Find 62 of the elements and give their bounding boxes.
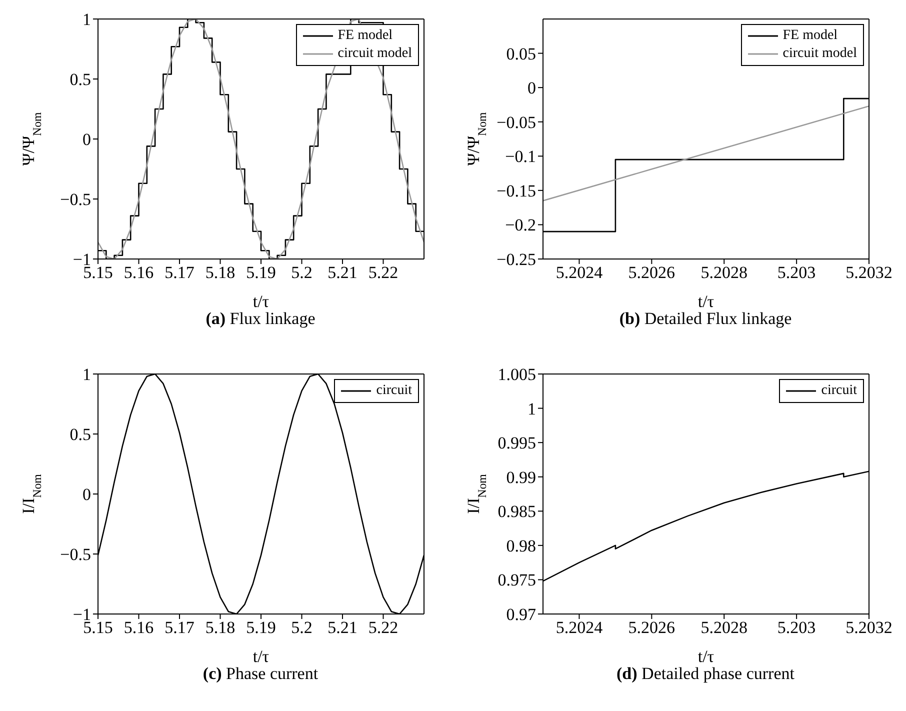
x-tick-label: 5.18	[205, 263, 236, 282]
x-tick-label: 5.17	[164, 263, 195, 282]
x-tick-label: 5.22	[368, 263, 398, 282]
x-tick-label: 5.203	[777, 618, 816, 638]
x-tick-label: 5.17	[164, 618, 195, 638]
x-tick-label: 5.203	[777, 263, 816, 282]
x-tick-label: 5.21	[328, 263, 358, 282]
legend-label: circuit	[821, 382, 857, 400]
y-tick-label: −0.1	[505, 147, 536, 166]
y-tick-label: −0.5	[60, 545, 91, 564]
x-tick-label: 5.2032	[846, 263, 892, 282]
y-tick-label: −0.15	[496, 181, 536, 200]
text: (c) Phase current	[202, 664, 320, 684]
y-tick-label: 1.005	[498, 365, 536, 384]
x-tick-label: 5.2028	[700, 263, 748, 282]
x-tick-label: 5.19	[246, 618, 276, 638]
y-tick-label: 0.975	[498, 570, 536, 590]
y-tick-label: 0.985	[498, 502, 536, 522]
text: (a) Flux linkage	[204, 309, 316, 329]
y-tick-label: 1	[82, 365, 91, 384]
x-tick-label: 5.2	[291, 263, 312, 282]
legend-label: FE model	[782, 27, 838, 45]
x-tick-label: 5.16	[124, 263, 154, 282]
line-series	[543, 105, 869, 202]
x-tick-label: 5.16	[124, 618, 154, 638]
y-tick-label: −0.2	[505, 216, 536, 235]
y-tick-label: 0.5	[70, 70, 91, 90]
x-tick-label: 5.22	[368, 618, 398, 638]
x-tick-label: 5.19	[246, 263, 276, 282]
x-axis-title: t/τ	[698, 647, 714, 666]
x-axis-title: t/τ	[698, 292, 714, 311]
x-tick-label: 5.21	[328, 618, 358, 638]
x-tick-label: 5.2026	[628, 618, 676, 638]
legend-label: circuit	[376, 382, 412, 400]
x-tick-label: 5.2026	[628, 263, 676, 282]
x-axis-title: t/τ	[252, 292, 270, 311]
x-tick-label: 5.2024	[556, 263, 604, 282]
y-tick-label: 0.995	[498, 434, 536, 453]
y-tick-label: 0	[528, 78, 536, 98]
x-axis-title: t/τ	[252, 647, 270, 666]
legend-label: circuit model	[782, 45, 857, 63]
y-tick-label: −0.25	[496, 250, 536, 270]
y-tick-label: 1	[82, 10, 91, 30]
x-tick-label: 5.2028	[700, 618, 748, 638]
text: (d) Detailed phase current	[616, 664, 796, 684]
y-tick-label: 0.5	[70, 425, 91, 444]
y-tick-label: −0.5	[60, 190, 91, 210]
y-tick-label: 0.99	[506, 468, 536, 487]
y-tick-label: 0.97	[506, 605, 536, 624]
x-tick-label: 5.2	[291, 618, 312, 638]
x-tick-label: 5.2024	[556, 618, 604, 638]
y-tick-label: 0.98	[506, 536, 536, 556]
text: (b) Detailed Flux linkage	[618, 309, 793, 329]
y-tick-label: 1	[528, 399, 536, 418]
y-tick-label: −0.05	[496, 112, 536, 132]
y-tick-label: 0	[82, 485, 91, 504]
legend-label: FE model	[338, 27, 393, 45]
y-tick-label: 0	[82, 130, 91, 150]
x-tick-label: 5.18	[205, 618, 236, 638]
legend-label: circuit model	[338, 45, 412, 63]
x-tick-label: 5.2032	[846, 618, 892, 638]
y-tick-label: 0.05	[506, 44, 536, 64]
